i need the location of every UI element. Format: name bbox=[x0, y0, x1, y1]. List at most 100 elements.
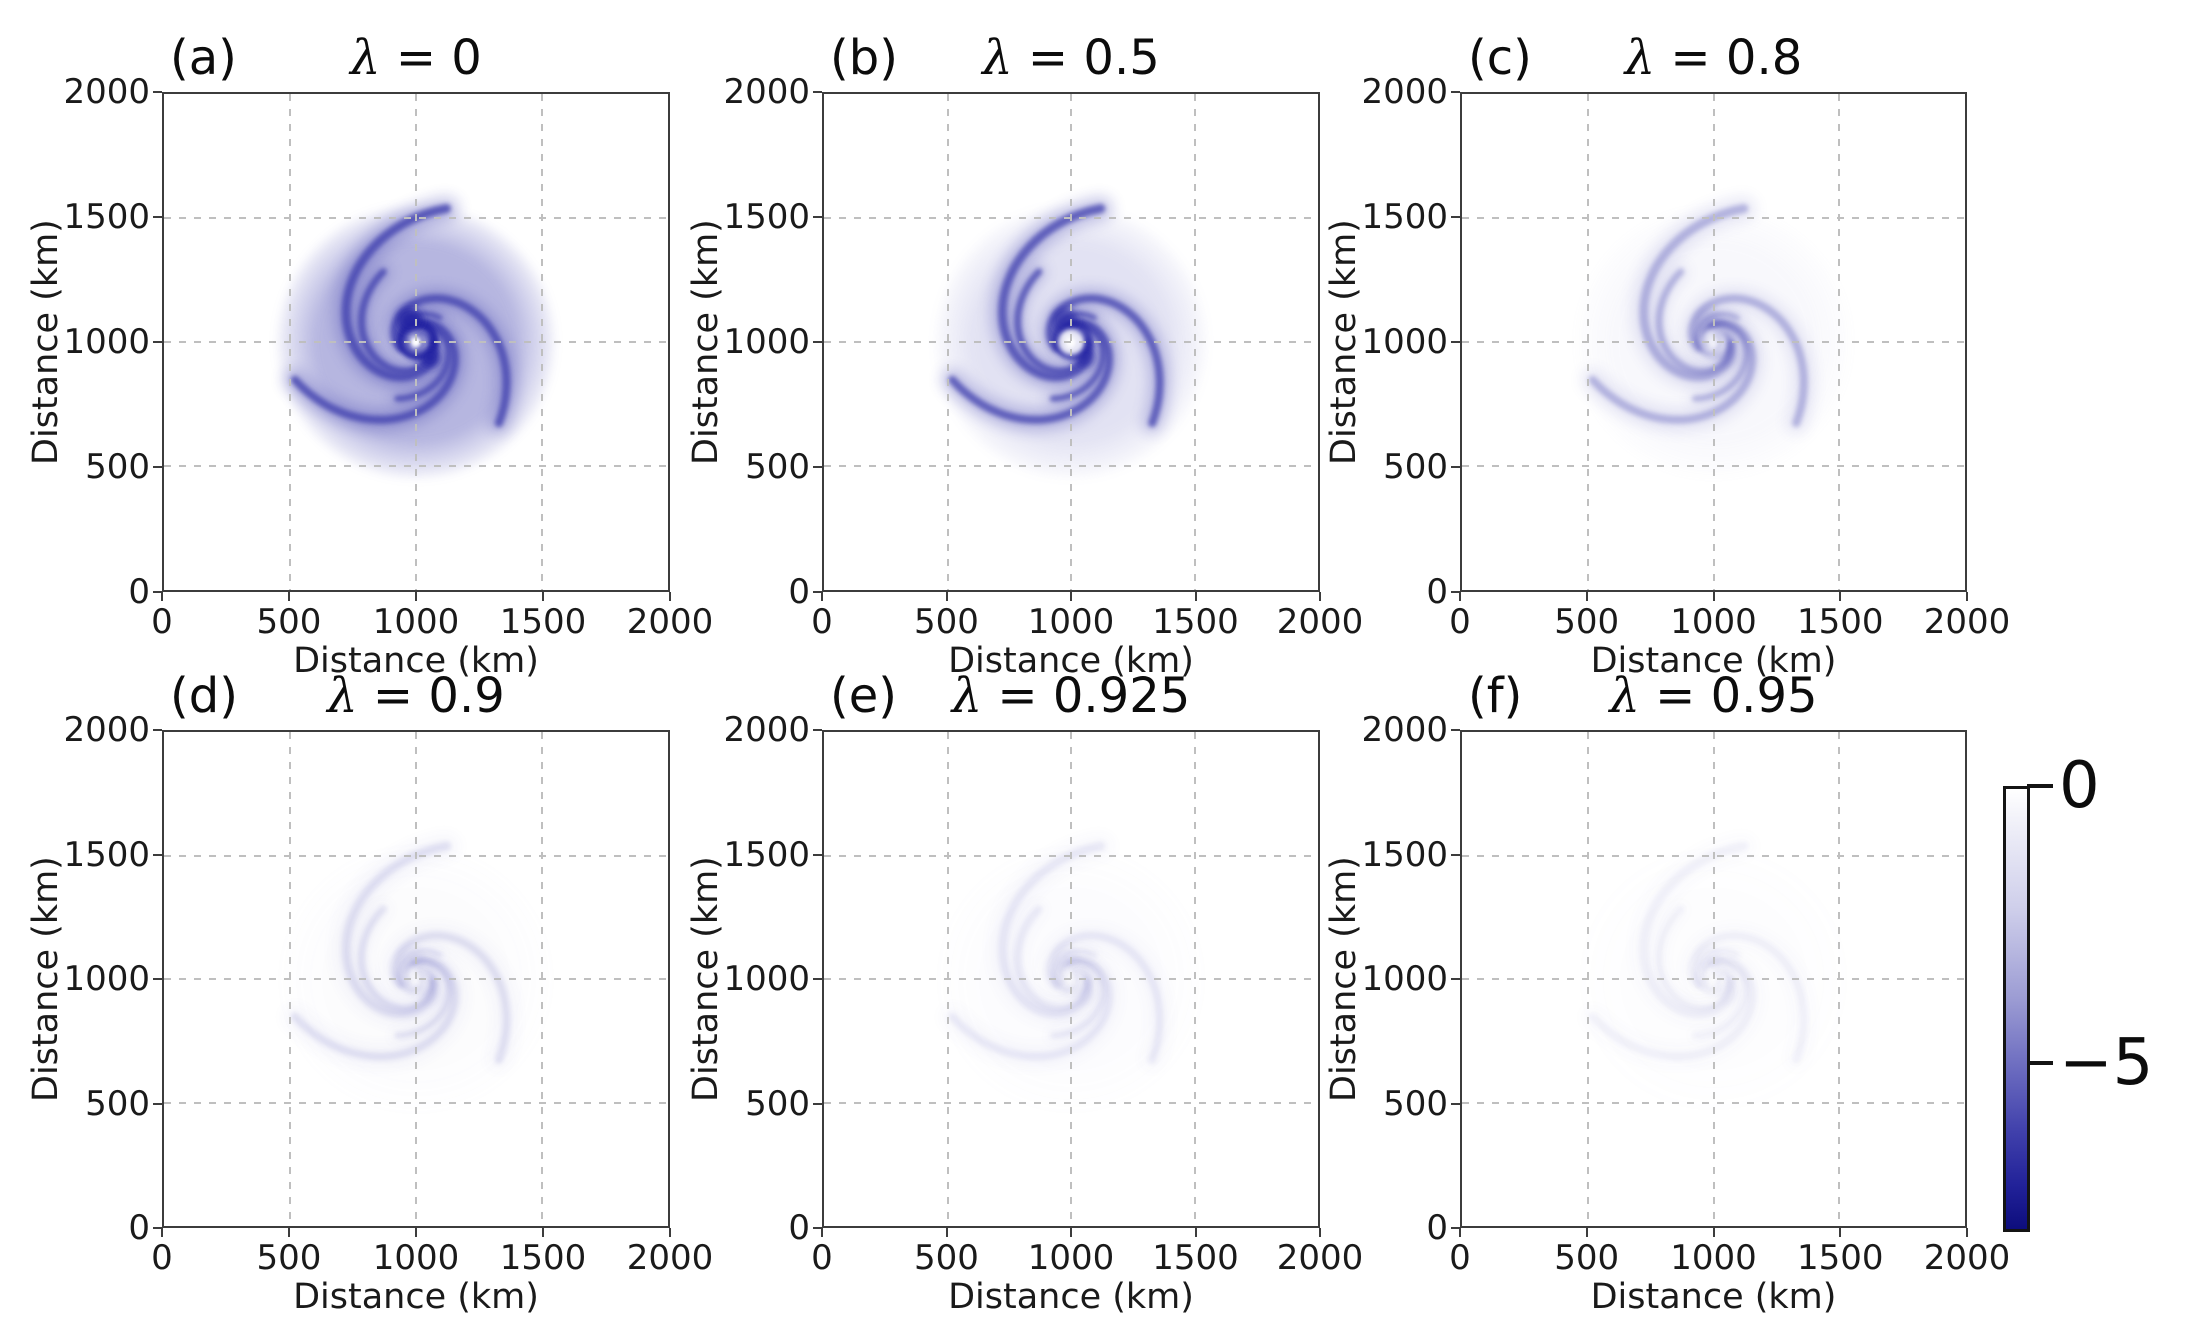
y-tick-label: 500 bbox=[85, 1083, 150, 1124]
y-tick-mark bbox=[813, 341, 822, 343]
x-tick-label: 2000 bbox=[626, 1238, 714, 1278]
x-tick-label: 500 bbox=[1554, 1238, 1620, 1278]
subplot-tag: (d) bbox=[170, 668, 238, 724]
gridline-horizontal bbox=[164, 978, 668, 980]
y-tick-label: 0 bbox=[128, 572, 150, 612]
x-tick-mark bbox=[542, 1228, 544, 1237]
gridline-horizontal bbox=[824, 1101, 1318, 1104]
gridline-vertical bbox=[1193, 94, 1196, 590]
y-tick-mark bbox=[813, 853, 822, 856]
y-tick-mark bbox=[1451, 466, 1460, 468]
gridline-horizontal bbox=[1462, 341, 1965, 343]
y-tick-mark bbox=[1451, 853, 1460, 856]
colorbar-gradient bbox=[2003, 786, 2030, 1232]
y-tick-label: 1000 bbox=[63, 959, 150, 999]
colorbar: 0 −5 bbox=[2003, 752, 2153, 1232]
subplot-title: (d) λ = 0.9 bbox=[162, 662, 670, 730]
y-tick-mark bbox=[153, 216, 162, 218]
x-tick-label: 500 bbox=[256, 602, 322, 642]
subplot-tag: (c) bbox=[1468, 30, 1532, 86]
gridline-horizontal bbox=[1462, 978, 1965, 980]
x-tick-mark bbox=[288, 1228, 290, 1237]
x-axis-label: Distance (km) bbox=[1590, 641, 1837, 681]
x-axis-label: Distance (km) bbox=[293, 1277, 539, 1317]
subplot-c: (c) λ = 0.8 Distance (km) Distance (km) … bbox=[1324, 30, 2010, 681]
y-tick-label: 0 bbox=[128, 1208, 150, 1248]
x-tick-mark bbox=[1839, 592, 1842, 601]
x-tick-mark bbox=[821, 1228, 823, 1237]
y-tick-label: 500 bbox=[745, 1083, 810, 1124]
y-tick-mark bbox=[153, 466, 162, 468]
x-tick-mark bbox=[1966, 1228, 1968, 1237]
subplot-title: (b) λ = 0.5 bbox=[822, 24, 1320, 92]
x-tick-label: 1000 bbox=[372, 1238, 460, 1278]
y-tick-label: 0 bbox=[788, 572, 810, 612]
y-tick-label: 0 bbox=[1426, 1208, 1448, 1248]
subplot-b: (b) λ = 0.5 Distance (km) Distance (km) … bbox=[686, 30, 1363, 681]
gridline-horizontal bbox=[164, 1101, 668, 1104]
subplot-title-lambda: λ = 0 bbox=[350, 30, 482, 86]
y-tick-mark bbox=[1451, 1227, 1460, 1229]
y-tick-label: 2000 bbox=[723, 72, 810, 112]
x-tick-label: 0 bbox=[1449, 1238, 1471, 1278]
x-tick-label: 2000 bbox=[1276, 1238, 1364, 1278]
subplot-d: (d) λ = 0.9 Distance (km) Distance (km) … bbox=[26, 668, 713, 1317]
x-tick-mark bbox=[1712, 1228, 1715, 1237]
y-tick-mark bbox=[813, 1227, 822, 1229]
x-axis-label: Distance (km) bbox=[948, 641, 1194, 681]
x-tick-mark bbox=[1459, 592, 1461, 601]
colorbar-tick-minus5 bbox=[2027, 1061, 2053, 1065]
gridline-horizontal bbox=[824, 465, 1318, 467]
gridline-vertical bbox=[541, 732, 543, 1226]
y-tick-label: 1500 bbox=[723, 197, 810, 237]
x-axis-label: Distance (km) bbox=[1590, 1277, 1837, 1317]
x-tick-label: 1500 bbox=[1152, 1238, 1239, 1278]
y-tick-label: 500 bbox=[85, 447, 150, 487]
subplot-tag: (e) bbox=[830, 668, 897, 724]
y-tick-mark bbox=[153, 591, 162, 593]
colorbar-label-minus5: −5 bbox=[2059, 1026, 2154, 1100]
y-tick-label: 1000 bbox=[63, 322, 150, 362]
y-tick-mark bbox=[153, 1102, 162, 1105]
x-tick-label: 1000 bbox=[1027, 602, 1115, 642]
y-tick-label: 500 bbox=[1383, 1083, 1448, 1124]
x-axis-label: Distance (km) bbox=[293, 641, 539, 681]
x-tick-mark bbox=[1070, 592, 1072, 601]
y-tick-label: 1500 bbox=[723, 834, 810, 875]
x-tick-label: 500 bbox=[914, 1238, 979, 1278]
x-tick-label: 0 bbox=[151, 602, 173, 642]
y-tick-label: 0 bbox=[788, 1208, 810, 1248]
x-tick-mark bbox=[415, 592, 417, 601]
gridline-horizontal bbox=[824, 341, 1318, 343]
x-tick-label: 1500 bbox=[1796, 1238, 1884, 1278]
x-tick-mark bbox=[1070, 1228, 1072, 1237]
x-tick-label: 1000 bbox=[1027, 1238, 1115, 1278]
x-tick-label: 2000 bbox=[626, 602, 714, 642]
x-tick-mark bbox=[1585, 1228, 1588, 1237]
y-tick-label: 2000 bbox=[63, 710, 150, 750]
y-tick-mark bbox=[1451, 341, 1460, 343]
x-tick-label: 1500 bbox=[1152, 602, 1239, 642]
subplot-title-lambda: λ = 0.5 bbox=[982, 30, 1160, 86]
x-tick-label: 2000 bbox=[1923, 1238, 2011, 1278]
y-tick-label: 1000 bbox=[723, 322, 810, 362]
x-tick-label: 1500 bbox=[499, 1238, 587, 1278]
subplot-tag: (a) bbox=[170, 30, 237, 86]
y-tick-mark bbox=[813, 1102, 822, 1105]
spiral-field-image bbox=[948, 841, 1164, 1064]
subplot-tag: (b) bbox=[830, 30, 898, 86]
y-tick-label: 1500 bbox=[1361, 834, 1448, 875]
y-tick-mark bbox=[1451, 1102, 1460, 1105]
x-tick-mark bbox=[945, 592, 948, 601]
colorbar-label-0: 0 bbox=[2059, 749, 2100, 823]
y-tick-mark bbox=[153, 978, 162, 980]
y-tick-label: 2000 bbox=[63, 72, 150, 112]
y-tick-label: 2000 bbox=[1361, 72, 1448, 112]
x-tick-label: 1000 bbox=[1670, 602, 1757, 642]
y-tick-mark bbox=[1451, 978, 1460, 980]
x-tick-mark bbox=[542, 592, 544, 601]
plot-area bbox=[1460, 92, 1967, 592]
x-tick-label: 2000 bbox=[1923, 602, 2011, 642]
x-tick-mark bbox=[1319, 592, 1321, 601]
